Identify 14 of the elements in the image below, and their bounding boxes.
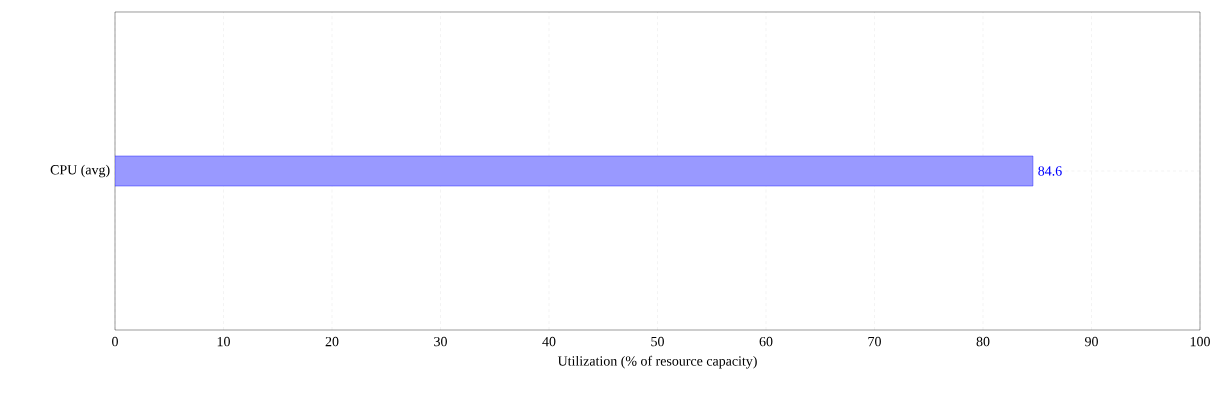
x-tick-label: 90 — [1084, 336, 1098, 347]
x-axis-title: Utilization (% of resource capacity) — [557, 355, 757, 369]
data-label: 84.6 — [1038, 166, 1062, 176]
x-tick-label: 40 — [542, 336, 556, 347]
x-tick-label: 70 — [868, 336, 881, 347]
x-tick-label: 100 — [1190, 336, 1210, 347]
x-tick-label: 20 — [325, 336, 339, 347]
x-tick-label: 30 — [434, 336, 447, 347]
x-tick-label: 10 — [217, 336, 230, 347]
x-tick-label: 80 — [976, 336, 990, 347]
x-tick-label: 60 — [759, 336, 773, 347]
x-tick-label: 0 — [112, 336, 118, 347]
y-tick-label: CPU (avg) — [50, 164, 110, 178]
x-tick-label: 50 — [651, 336, 664, 347]
